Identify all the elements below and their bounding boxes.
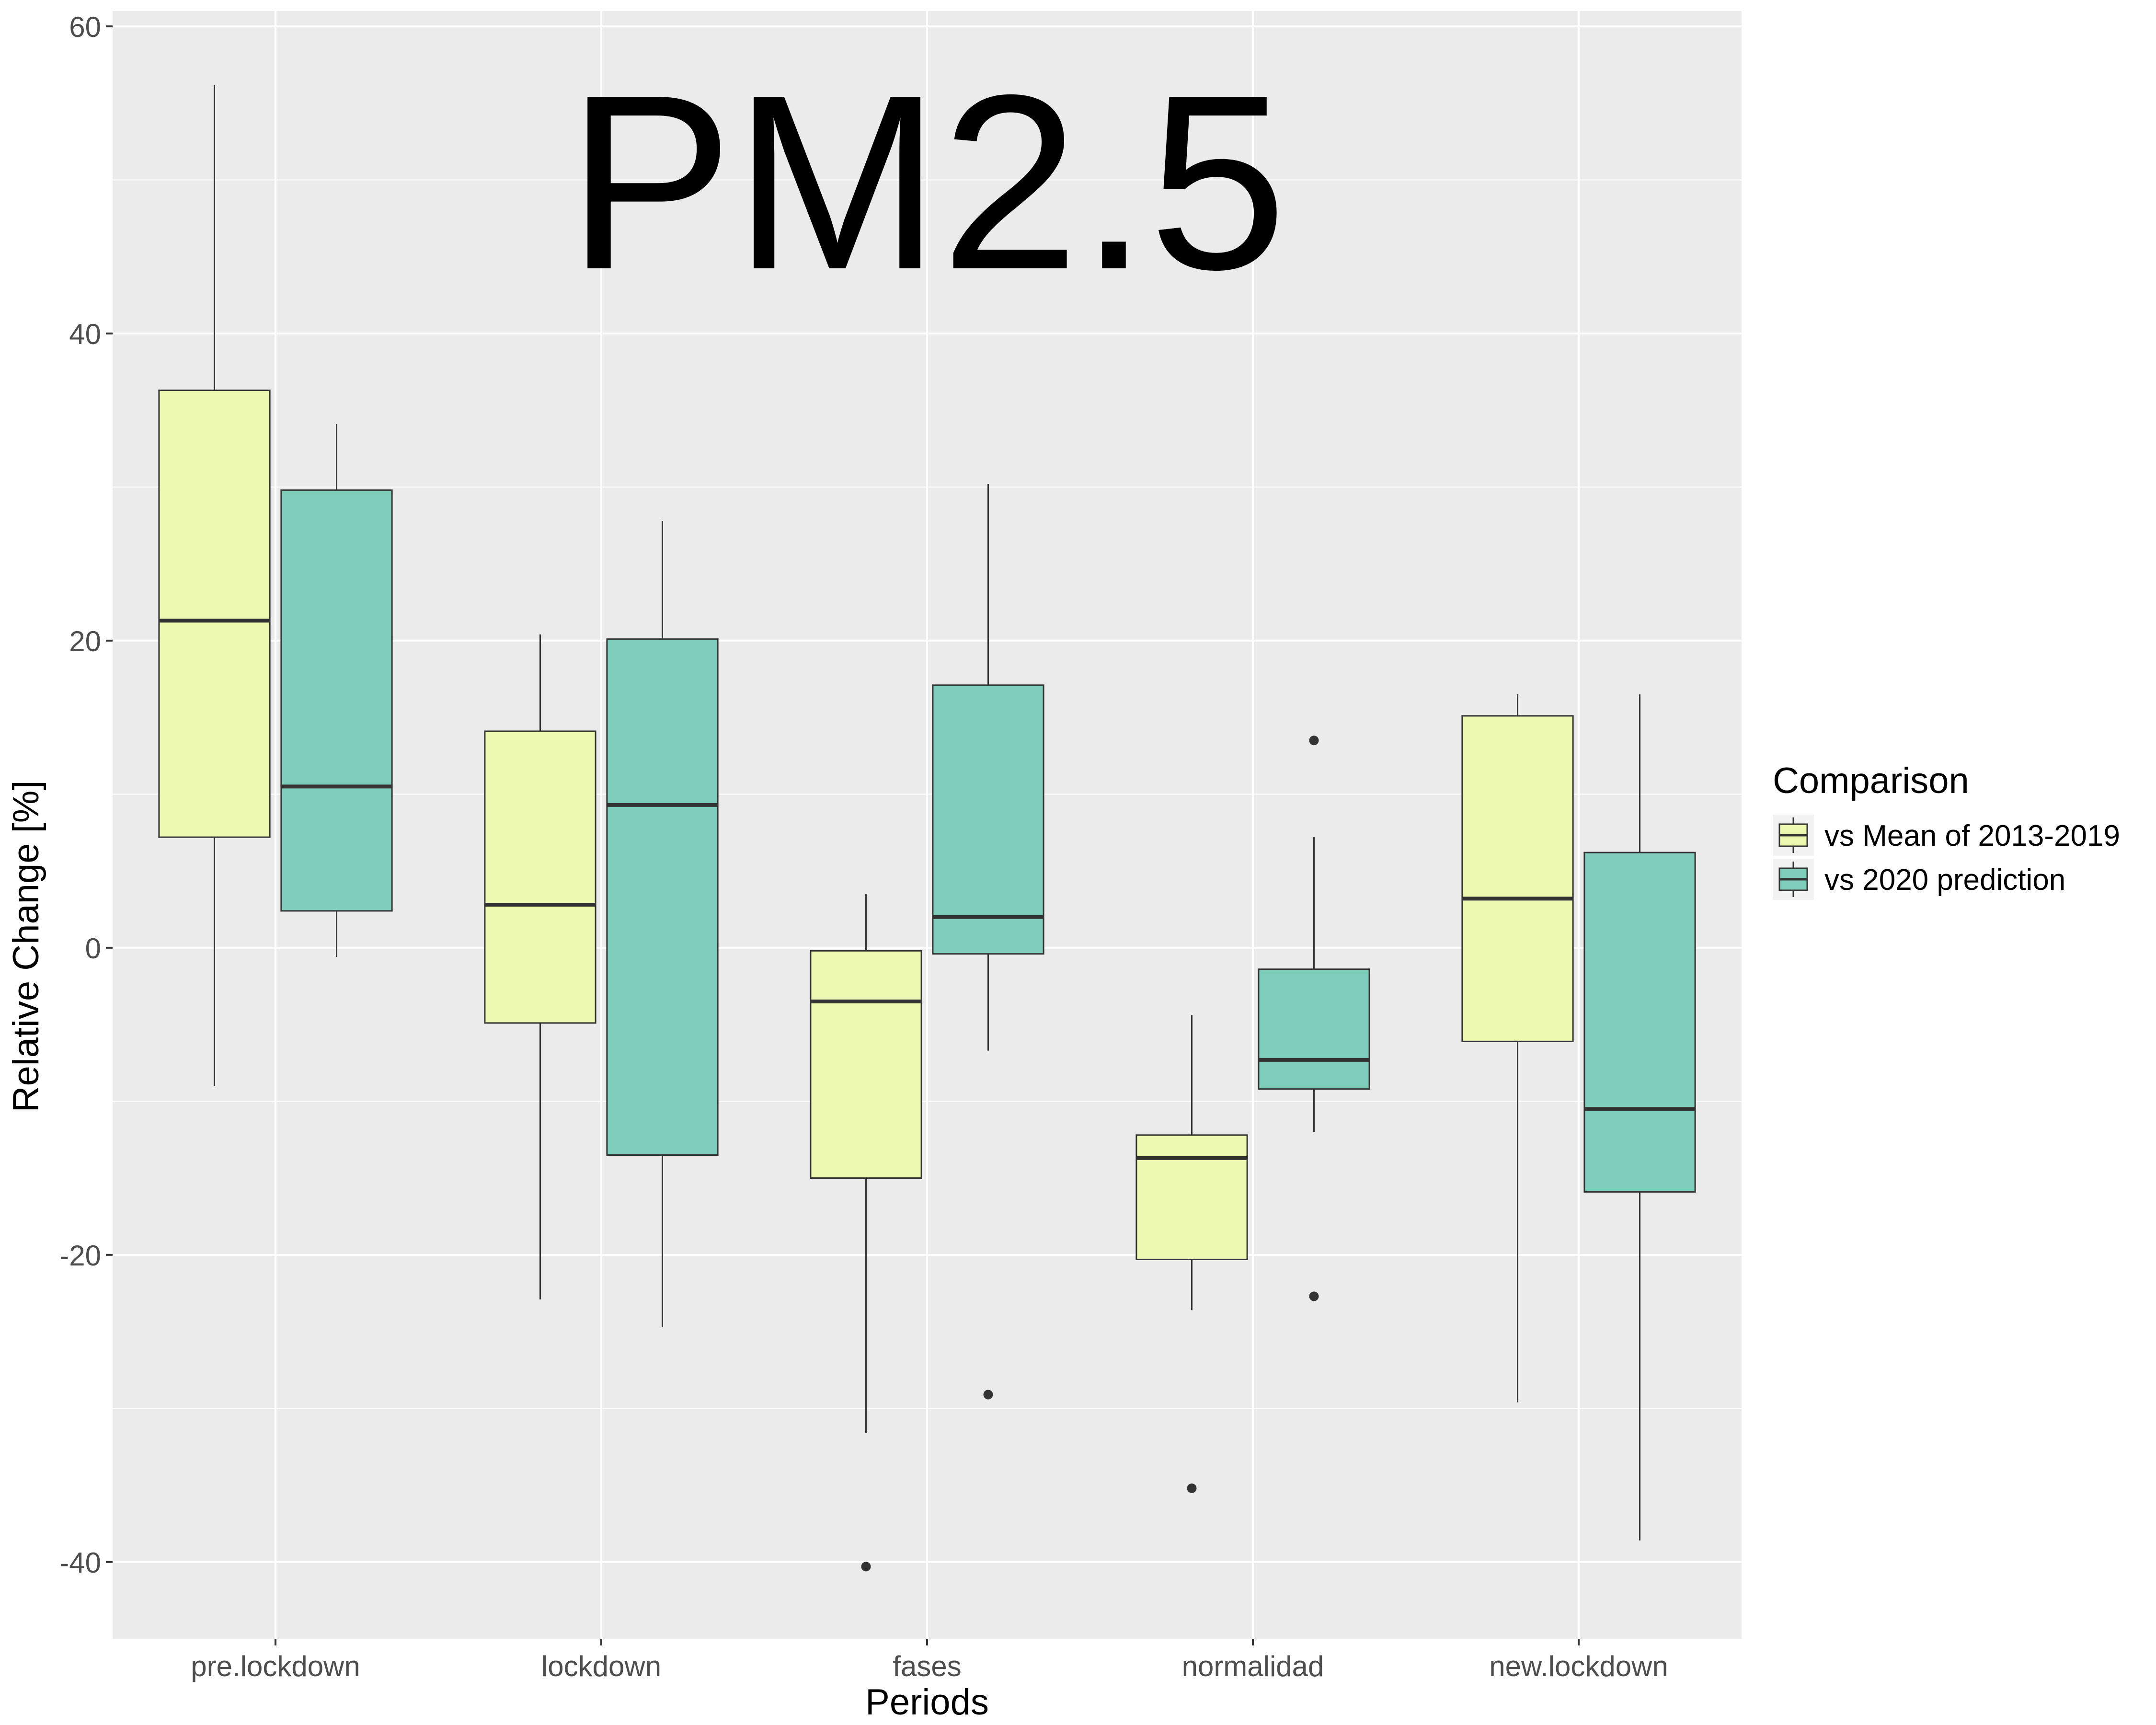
outlier-point (983, 1390, 993, 1400)
legend: Comparison vs Mean of 2013-2019 vs 2020 p… (1773, 760, 2120, 900)
legend-keys: vs Mean of 2013-2019 vs 2020 prediction (1773, 815, 2120, 900)
x-tick-label: new.lockdown (1489, 1650, 1668, 1682)
box-fases-series-2 (932, 484, 1044, 1400)
legend-label: vs Mean of 2013-2019 (1824, 819, 2120, 852)
box-iqr (606, 638, 719, 1156)
axes: -40 -20 0 20 40 60 pre.lockdown lockdown fases no… (59, 11, 1668, 1682)
outlier-point (1309, 736, 1319, 746)
box-pre.lockdown-series-2 (280, 424, 393, 957)
box-iqr (1135, 1134, 1248, 1260)
box-new.lockdown-series-1 (1461, 694, 1574, 1403)
outlier-point (861, 1562, 871, 1572)
box-new.lockdown-series-2 (1583, 694, 1696, 1541)
box-normalidad-series-1 (1135, 1015, 1248, 1493)
box-series (158, 84, 1696, 1572)
legend-label: vs 2020 prediction (1824, 863, 2065, 897)
outlier-point (1187, 1483, 1197, 1493)
legend-item: vs Mean of 2013-2019 (1773, 815, 2120, 856)
box-iqr (1583, 851, 1696, 1193)
legend-item: vs 2020 prediction (1773, 859, 2065, 900)
box-iqr (1461, 715, 1574, 1042)
x-tick-label: lockdown (541, 1650, 661, 1682)
box-iqr (1258, 968, 1370, 1090)
y-axis-title: Relative Change [%] (6, 781, 46, 1113)
x-axis-title: Periods (865, 1682, 989, 1723)
y-tick-label: -40 (59, 1547, 101, 1579)
box-iqr (932, 684, 1044, 955)
box-pre.lockdown-series-1 (158, 84, 271, 1086)
box-iqr (484, 730, 596, 1024)
y-tick-label: 40 (69, 318, 101, 350)
box-iqr (810, 950, 922, 1179)
box-lockdown-series-1 (484, 634, 596, 1300)
box-lockdown-series-2 (606, 520, 719, 1327)
y-tick-label: 20 (69, 625, 101, 657)
box-iqr (158, 390, 271, 838)
x-tick-label: normalidad (1182, 1650, 1324, 1682)
box-fases-series-1 (810, 894, 922, 1572)
x-tick-label: fases (893, 1650, 961, 1682)
chart-title: PM2.5 (567, 43, 1287, 322)
legend-title: Comparison (1773, 760, 1969, 801)
outlier-point (1309, 1291, 1319, 1301)
box-normalidad-series-2 (1258, 736, 1370, 1301)
y-tick-label: -20 (59, 1240, 101, 1272)
y-tick-label: 60 (69, 11, 101, 43)
box-iqr (280, 489, 393, 912)
y-tick-label: 0 (85, 932, 101, 965)
x-tick-label: pre.lockdown (191, 1650, 360, 1682)
